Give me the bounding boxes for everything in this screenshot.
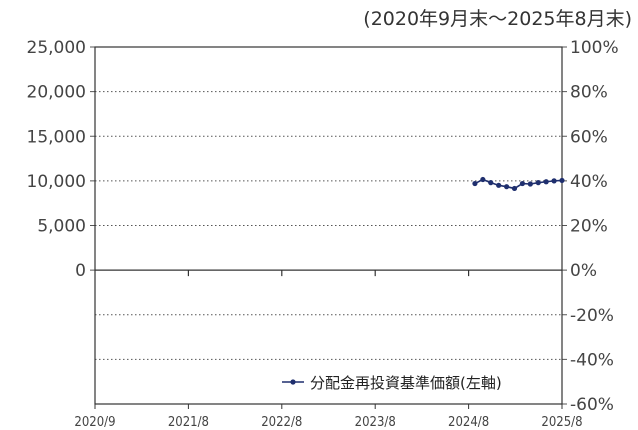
legend-box xyxy=(278,369,558,395)
right-axis-tick-label: 100% xyxy=(570,38,619,58)
right-axis-tick-label: -20% xyxy=(570,306,614,326)
right-axis-tick-label: 40% xyxy=(570,172,608,192)
legend-label: 分配金再投資基準価額(左軸) xyxy=(310,374,502,392)
legend-marker xyxy=(290,379,296,385)
right-axis-tick-label: 80% xyxy=(570,83,608,103)
series-point xyxy=(551,178,557,184)
right-axis-tick-label: 20% xyxy=(570,217,608,237)
x-axis-tick-label: 2023/8 xyxy=(355,415,396,430)
x-axis-tick-label: 2022/8 xyxy=(261,415,302,430)
plot-frame xyxy=(94,46,563,405)
series-line xyxy=(474,178,563,190)
x-axis-tick-label: 2025/8 xyxy=(541,415,582,430)
series-point xyxy=(543,179,549,185)
right-axis-tick-label: 0% xyxy=(570,261,597,281)
series-point xyxy=(472,180,478,187)
series-point xyxy=(480,176,486,183)
left-axis-tick-label: 0 xyxy=(75,261,86,281)
period-note: (2020年9月末～2025年8月末) xyxy=(363,8,632,30)
series-point xyxy=(488,180,494,186)
series-point xyxy=(559,177,565,184)
x-axis-tick-label: 2020/9 xyxy=(74,415,115,430)
left-axis-tick-label: 10,000 xyxy=(27,172,86,192)
series-point xyxy=(503,184,510,190)
series-point xyxy=(527,181,533,187)
left-axis-tick-label: 20,000 xyxy=(27,83,86,103)
left-axis-tick-label: 5,000 xyxy=(37,217,86,237)
x-axis-tick-label: 2021/8 xyxy=(168,415,209,430)
right-axis-tick-label: -60% xyxy=(570,395,614,415)
left-axis-tick-label: 15,000 xyxy=(27,127,86,147)
right-axis-tick-label: -40% xyxy=(570,350,614,370)
x-axis-tick-label: 2024/8 xyxy=(448,415,489,430)
left-axis-tick-label: 25,000 xyxy=(27,38,86,58)
series-point xyxy=(519,180,526,187)
series-point xyxy=(496,182,502,188)
right-axis-tick-label: 60% xyxy=(570,127,608,147)
series-point xyxy=(511,185,518,192)
series-point xyxy=(535,180,541,186)
